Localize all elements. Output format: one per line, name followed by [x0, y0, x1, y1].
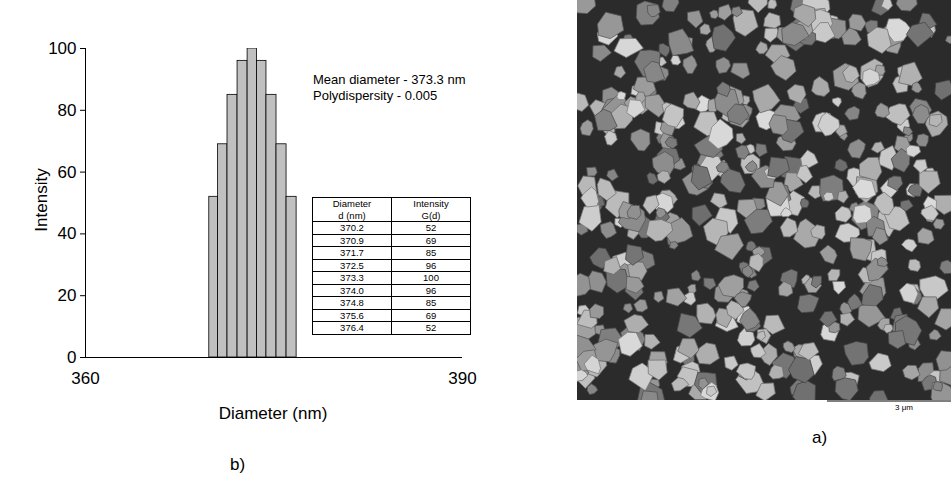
svg-text:100: 100	[48, 39, 76, 58]
svg-text:3 μm: 3 μm	[895, 403, 913, 412]
svg-text:0: 0	[67, 348, 76, 367]
html-text:d (nm): d (nm)	[338, 209, 366, 221]
html-text:85: 85	[425, 247, 437, 258]
html-text:96: 96	[425, 259, 437, 271]
svg-text:80: 80	[58, 101, 77, 120]
html-text:85: 85	[425, 297, 437, 308]
html-text:G(d): G(d)	[421, 209, 441, 221]
html-text:Mean diameter - 373.3 nm: Mean diameter - 373.3 nm	[313, 72, 466, 87]
html-text:96: 96	[425, 284, 437, 296]
html-text:374.0: 374.0	[340, 284, 364, 296]
html-text:b): b)	[230, 455, 246, 474]
html-text:Intensity: Intensity	[32, 168, 51, 232]
html-text:370.9: 370.9	[340, 234, 364, 246]
svg-text:60: 60	[58, 163, 77, 182]
svg-text:40: 40	[58, 224, 77, 243]
html-text:69: 69	[425, 234, 437, 246]
html-text:69: 69	[425, 309, 437, 321]
html-text:376.4: 376.4	[340, 322, 364, 333]
html-text:100: 100	[423, 272, 439, 283]
html-text:Diameter: Diameter	[332, 198, 372, 209]
html-text:373.3: 373.3	[340, 272, 364, 283]
svg-text:20: 20	[58, 286, 77, 305]
html-text:52: 52	[425, 222, 437, 233]
html-text:370.2: 370.2	[340, 222, 364, 233]
html-text:Polydispersity - 0.005: Polydispersity - 0.005	[313, 88, 438, 103]
html-text:Diameter (nm): Diameter (nm)	[218, 404, 328, 423]
html-text:52: 52	[425, 322, 437, 333]
html-text:371.7: 371.7	[340, 247, 364, 258]
html-text:374.8: 374.8	[340, 297, 364, 308]
svg-text:390: 390	[448, 369, 476, 388]
svg-text:360: 360	[71, 369, 99, 388]
html-text:Intensity: Intensity	[413, 198, 449, 209]
html-text:372.5: 372.5	[340, 259, 364, 271]
html-text:375.6: 375.6	[340, 309, 364, 321]
html-text:a): a)	[812, 428, 828, 447]
